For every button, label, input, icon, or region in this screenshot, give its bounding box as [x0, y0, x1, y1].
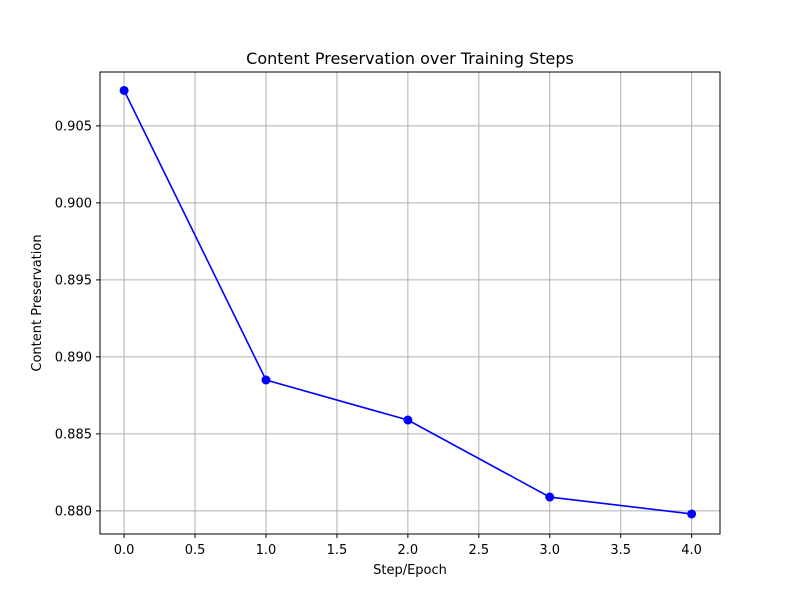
x-tick-label: 0.5 [185, 543, 206, 558]
x-tick-label: 1.0 [256, 543, 277, 558]
x-tick-label: 1.5 [327, 543, 348, 558]
data-point [261, 375, 271, 385]
y-tick-label: 0.885 [55, 427, 92, 442]
x-tick-label: 3.5 [610, 543, 631, 558]
x-tick-label: 2.0 [398, 543, 419, 558]
x-tick-label: 4.0 [681, 543, 702, 558]
data-point [119, 85, 129, 95]
y-tick-label: 0.880 [55, 504, 92, 519]
y-tick-label: 0.895 [55, 273, 92, 288]
y-axis-label: Content Preservation [30, 234, 45, 371]
chart-title: Content Preservation over Training Steps [246, 49, 574, 68]
tick-layer: 0.0 0.5 1.0 1.5 2.0 2.5 3.0 3.5 4.0 0.880 0.885 0.8… [55, 119, 702, 558]
x-tick-label: 0.0 [114, 543, 135, 558]
series-layer [119, 85, 697, 519]
grid [100, 72, 720, 534]
y-tick-label: 0.890 [55, 350, 92, 365]
x-tick-label: 3.0 [539, 543, 560, 558]
plot-area [100, 72, 720, 534]
data-point [687, 509, 697, 519]
plot-frame [99, 71, 721, 535]
data-point [545, 492, 555, 502]
x-tick-label: 2.5 [468, 543, 489, 558]
data-point [403, 415, 413, 425]
x-axis-label: Step/Epoch [373, 563, 447, 578]
y-tick-label: 0.905 [55, 119, 92, 134]
y-tick-label: 0.900 [55, 196, 92, 211]
